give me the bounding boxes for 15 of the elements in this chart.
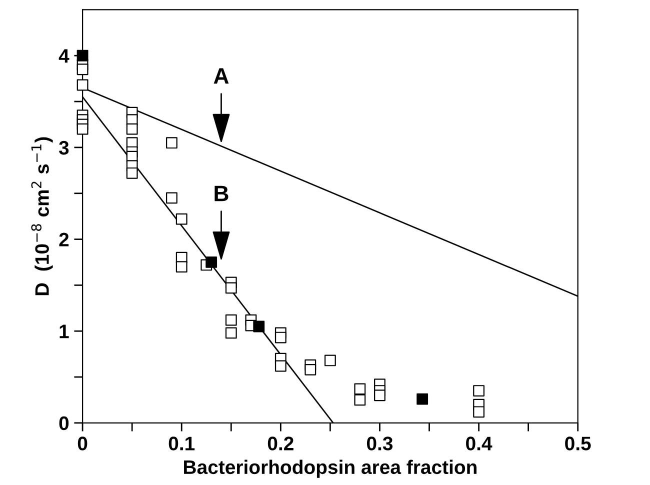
y-tick-label: 0 bbox=[59, 416, 69, 430]
x-tick-label: 0.1 bbox=[168, 436, 195, 450]
y-tick-label: 1 bbox=[60, 324, 69, 338]
y-axis-title: D (10$^{−8}$ cm$^{2}$ s$^{−1}$) bbox=[31, 137, 53, 296]
x-tick-label: 0.5 bbox=[565, 436, 591, 450]
annotation: B bbox=[214, 186, 228, 202]
x-axis-title: Bacteriorhodopsin area fraction bbox=[184, 460, 476, 478]
y-tick-label: 3 bbox=[58, 140, 69, 155]
y-tick-label: 2 bbox=[59, 232, 69, 246]
x-tick-label: 0.4 bbox=[466, 436, 492, 450]
x-tick-label: 0.2 bbox=[268, 436, 294, 450]
x-tick-label: 0 bbox=[78, 436, 88, 450]
x-tick-label: 0.3 bbox=[366, 436, 393, 450]
annotation: A bbox=[214, 68, 229, 84]
y-tick-label: 4 bbox=[58, 49, 70, 63]
